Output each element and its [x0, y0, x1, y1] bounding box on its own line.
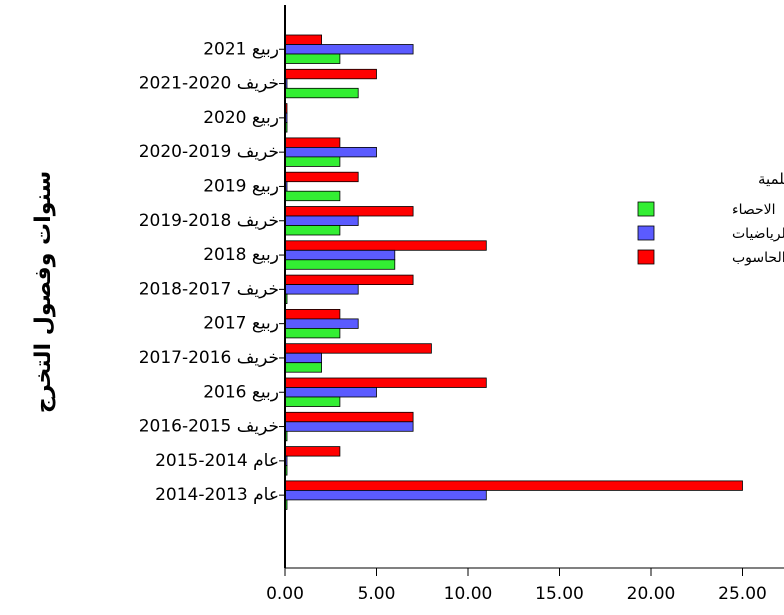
bar-2-6 — [284, 259, 396, 270]
category-label: خريف 2017-2018 — [139, 279, 279, 299]
bar-0-12 — [284, 446, 341, 457]
x-tick-labels: 0.00 5.00 10.00 15.00 20.00 25.00 — [266, 584, 767, 604]
bar-0-0 — [284, 34, 322, 45]
legend: الاقسام العلمية الاحصاء الرياضيات الحاسوب — [637, 170, 784, 266]
category-label: ربيع 2021 — [203, 39, 279, 59]
category-label: ربيع 2017 — [203, 314, 279, 334]
bar-1-9 — [284, 352, 322, 364]
bar-0-8 — [284, 308, 341, 320]
bar-2-9 — [284, 362, 322, 373]
category-label: خريف 2018-2019 — [139, 211, 279, 231]
category-label: خريف 2016-2017 — [139, 348, 279, 368]
bar-1-5 — [284, 215, 359, 226]
bar-1-3 — [284, 146, 377, 158]
x-tick-label: 25.00 — [718, 584, 767, 604]
bar-1-11 — [284, 421, 414, 432]
x-tick-label: 10.00 — [444, 584, 493, 604]
x-tick-label: 5.00 — [358, 584, 396, 604]
bar-0-11 — [284, 411, 414, 423]
category-labels: ربيع 2021 خريف 2020-2021 ربيع 2020 خريف 201… — [139, 39, 279, 505]
category-label: خريف 2019-2020 — [139, 142, 279, 162]
bar-2-5 — [284, 225, 341, 236]
y-axis-label: سنوات وفصول التخرج — [31, 171, 56, 413]
legend-swatch — [637, 201, 655, 217]
bar-0-9 — [284, 343, 432, 354]
bar-2-4 — [284, 190, 341, 202]
bar-1-6 — [284, 249, 396, 261]
bar-0-7 — [284, 274, 414, 286]
category-label: ربيع 2016 — [203, 382, 279, 402]
bar-0-6 — [284, 240, 487, 251]
bar-0-1 — [284, 68, 377, 80]
axes — [279, 5, 784, 576]
category-label: خريف 2015-2016 — [139, 417, 279, 437]
category-label: عام 2014-2015 — [155, 451, 279, 471]
legend-items: الاحصاء الرياضيات الحاسوب — [637, 201, 784, 266]
category-label: خريف 2020-2021 — [139, 74, 279, 94]
legend-label: الرياضيات — [732, 226, 784, 242]
bar-0-3 — [284, 137, 341, 148]
legend-title: الاقسام العلمية — [758, 170, 784, 188]
bar-1-8 — [284, 318, 359, 329]
bars-layer — [284, 34, 743, 510]
bar-2-0 — [284, 53, 341, 64]
x-tick-label: 15.00 — [535, 584, 584, 604]
legend-swatch — [637, 249, 655, 265]
category-label: ربيع 2018 — [203, 245, 279, 265]
category-label: عام 2013-2014 — [155, 485, 279, 505]
bar-2-10 — [284, 396, 341, 407]
bar-0-4 — [284, 171, 359, 183]
bar-2-8 — [284, 327, 341, 339]
bar-1-10 — [284, 387, 377, 398]
legend-label: الحاسوب — [732, 250, 784, 266]
legend-swatch — [637, 225, 655, 241]
bar-2-3 — [284, 156, 341, 167]
legend-label: الاحصاء — [732, 202, 776, 218]
bar-0-13 — [284, 480, 743, 491]
bar-0-5 — [284, 206, 414, 217]
bar-2-1 — [284, 87, 359, 99]
bar-1-7 — [284, 284, 359, 295]
bar-1-0 — [284, 44, 414, 55]
bar-0-10 — [284, 377, 487, 388]
x-tick-label: 20.00 — [627, 584, 676, 604]
x-tick-label: 0.00 — [266, 584, 304, 604]
bar-1-13 — [284, 489, 487, 501]
category-label: ربيع 2020 — [203, 108, 279, 128]
category-label: ربيع 2019 — [203, 176, 279, 196]
